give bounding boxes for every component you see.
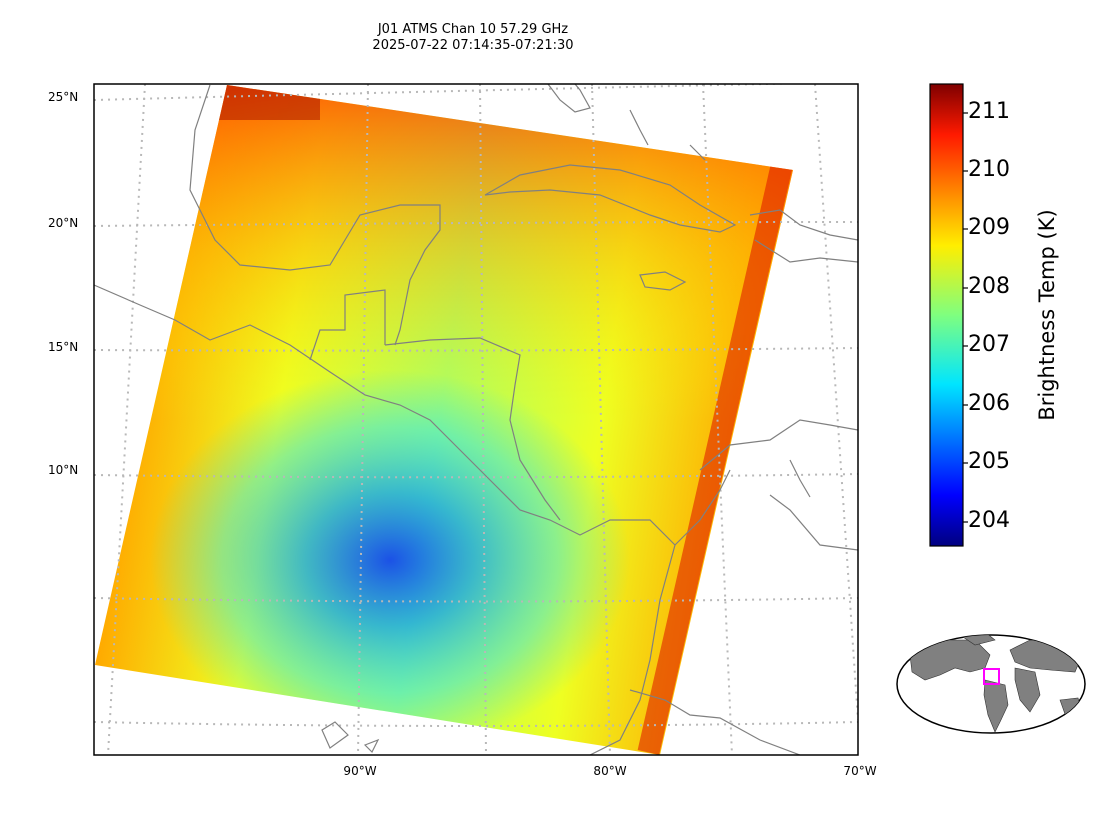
- colorbar-tick-210: 210: [968, 157, 1010, 182]
- colorbar-tick-204: 204: [968, 508, 1010, 533]
- colorbar-tick-205: 205: [968, 449, 1010, 474]
- lat-label-10n: 10°N: [48, 463, 79, 477]
- inset-region-box: [983, 668, 1000, 685]
- coastlines: [94, 84, 858, 755]
- colorbar-tick-206: 206: [968, 391, 1010, 416]
- colorbar: [929, 83, 964, 547]
- colorbar-label: Brightness Temp (K): [1035, 209, 1059, 421]
- lat-label-20n: 20°N: [48, 216, 79, 230]
- map-border: [93, 83, 859, 756]
- colorbar-tick-207: 207: [968, 332, 1010, 357]
- lon-label-70w: 70°W: [843, 764, 877, 778]
- colorbar-tick-209: 209: [968, 215, 1010, 240]
- lat-label-25n: 25°N: [48, 90, 79, 104]
- colorbar-tick-211: 211: [968, 99, 1010, 124]
- lon-label-80w: 80°W: [593, 764, 627, 778]
- lon-label-90w: 90°W: [343, 764, 377, 778]
- inset-globe: [896, 634, 1086, 734]
- plot-title-line2: 2025-07-22 07:14:35-07:21:30: [372, 38, 574, 53]
- colorbar-tick-208: 208: [968, 274, 1010, 299]
- graticule: [94, 84, 858, 755]
- plot-title-line1: J01 ATMS Chan 10 57.29 GHz: [377, 22, 569, 37]
- lat-label-15n: 15°N: [48, 340, 79, 354]
- colorbar-ticks: [963, 112, 968, 523]
